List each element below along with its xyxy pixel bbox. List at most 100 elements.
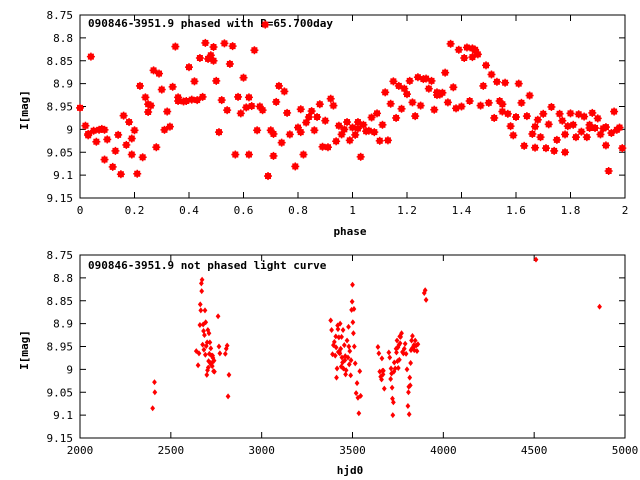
data-point (533, 256, 539, 263)
data-point (387, 354, 393, 361)
unphased-y-tick-label: 8.8 (53, 272, 73, 285)
data-point (351, 330, 356, 337)
data-point (340, 327, 346, 334)
phased-y-tick-label: 8.75 (47, 9, 74, 22)
data-point (378, 120, 387, 129)
data-point (356, 410, 362, 417)
data-point (341, 342, 347, 349)
data-point (379, 355, 385, 362)
data-point (130, 126, 139, 135)
data-point (410, 332, 415, 339)
data-point (460, 54, 469, 63)
data-point (187, 95, 196, 104)
data-point (357, 368, 363, 375)
data-point (531, 122, 540, 131)
phased-x-tick-label: 0.4 (179, 204, 199, 217)
data-point (206, 330, 212, 337)
data-point (103, 135, 112, 144)
unphased-y-tick-label: 8.75 (47, 249, 74, 262)
data-point (430, 105, 439, 114)
data-point (174, 93, 183, 102)
data-point (381, 88, 390, 97)
data-point (208, 345, 214, 352)
data-point (415, 341, 421, 348)
data-point (402, 340, 408, 347)
data-point (479, 81, 488, 90)
phased-chart-title: 090846-3951.9 phased with P=65.700day (88, 17, 333, 30)
data-point (427, 76, 436, 85)
data-point (558, 116, 567, 125)
data-point (135, 81, 144, 90)
data-point (206, 350, 212, 357)
data-point (198, 92, 207, 101)
unphased-y-tick-label: 8.95 (47, 341, 74, 354)
data-point (321, 116, 330, 125)
data-point (422, 287, 428, 294)
data-point (401, 345, 407, 352)
data-point (334, 365, 340, 372)
data-point (597, 303, 602, 310)
unphased-x-tick-label: 2500 (158, 444, 185, 457)
data-point (604, 167, 613, 176)
data-point (454, 45, 463, 54)
data-point (566, 109, 575, 118)
phased-y-tick-label: 8.9 (53, 78, 73, 91)
phased-y-tick-label: 9.15 (47, 192, 74, 205)
data-point (144, 107, 153, 116)
data-point (412, 337, 418, 344)
data-point (201, 346, 207, 353)
data-point (202, 351, 208, 358)
data-point (122, 140, 131, 149)
phased-x-tick-label: 1.2 (397, 204, 417, 217)
data-point (220, 39, 229, 48)
data-point (432, 91, 441, 100)
data-point (341, 365, 346, 372)
unphased-y-tick-label: 9.1 (53, 409, 73, 422)
data-point (468, 53, 477, 62)
data-point (386, 99, 395, 108)
data-point (204, 371, 210, 378)
phased-x-tick-label: 2 (622, 204, 629, 217)
data-point (223, 106, 232, 115)
data-point (133, 169, 142, 178)
data-point (389, 384, 395, 391)
data-point (397, 340, 403, 347)
data-point (244, 150, 253, 159)
data-point (202, 307, 208, 314)
phased-data-points (76, 20, 627, 181)
data-point (197, 301, 203, 308)
data-point (375, 343, 381, 350)
data-point (342, 353, 348, 360)
data-point (343, 371, 348, 378)
data-point (394, 349, 399, 356)
data-point (541, 144, 550, 153)
data-point (509, 131, 518, 140)
data-point (264, 172, 273, 181)
data-point (618, 144, 627, 153)
data-point (171, 42, 180, 51)
data-point (380, 367, 386, 374)
data-point (381, 385, 387, 392)
data-point (224, 342, 230, 349)
data-point (328, 317, 334, 324)
data-point (215, 313, 221, 320)
data-point (547, 102, 556, 111)
data-point (367, 113, 376, 122)
data-point (209, 363, 215, 370)
phased-y-tick-label: 9.1 (53, 169, 73, 182)
data-point (81, 121, 90, 130)
data-point (92, 137, 101, 146)
data-point (414, 348, 420, 355)
data-point (250, 46, 259, 55)
data-point (390, 399, 396, 406)
data-point (476, 101, 485, 110)
data-point (550, 146, 559, 155)
data-point (144, 100, 153, 109)
data-point (190, 77, 199, 86)
data-point (323, 143, 332, 152)
data-point (350, 281, 355, 288)
unphased-x-tick-label: 4500 (521, 444, 548, 457)
data-point (127, 134, 136, 143)
data-point (353, 390, 359, 397)
data-point (386, 349, 392, 356)
